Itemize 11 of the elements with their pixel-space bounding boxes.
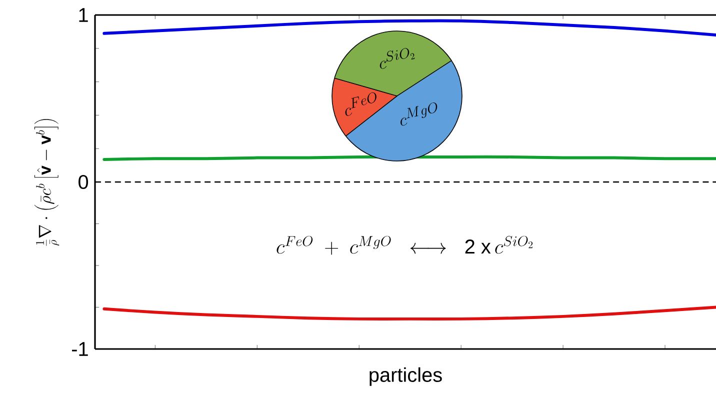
y-tick-label: 1 xyxy=(79,8,88,22)
annotation: $c^{FeO}\;+\;c^{MgO}\;\;\longleftrightarrow\;\;\textsf{2 x}\,c^{SiO_2}$ xyxy=(276,236,533,255)
y-axis-title: $\frac{1}{\bar{\rho}}\nabla\cdot\left(\bar{\rho}c^{b}\left[\hat{\mathbf{v}}-\mathbf{v}^{b}\right]\right)$ xyxy=(34,119,60,246)
line-series xyxy=(102,19,716,37)
y-tick-label: -1 xyxy=(72,342,88,356)
line-series xyxy=(102,306,716,320)
annotation: $c^{SiO_2}$ xyxy=(380,48,415,69)
annotation: $c^{MgO}$ xyxy=(400,102,438,126)
x-axis-title: particles xyxy=(370,367,442,386)
annotation: $c^{FeO}$ xyxy=(345,92,376,116)
y-tick-label: 0 xyxy=(78,174,88,190)
